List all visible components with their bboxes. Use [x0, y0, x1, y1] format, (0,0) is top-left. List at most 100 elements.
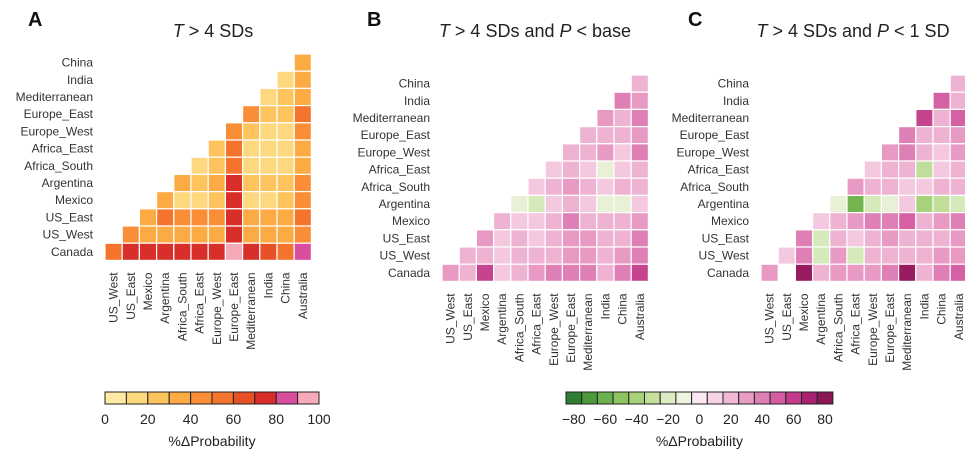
- colorbar-label: %ΔProbability: [656, 433, 743, 449]
- heatmap-cell: [949, 194, 965, 214]
- heatmap-cell: [915, 229, 934, 248]
- heatmap-cell: [897, 160, 917, 179]
- col-label: Africa_East: [193, 272, 207, 334]
- heatmap-cell: [578, 229, 598, 248]
- heatmap-cell: [897, 177, 917, 196]
- heatmap-cell: [794, 229, 814, 248]
- heatmap-cell: [259, 173, 278, 193]
- heatmap-cell: [190, 208, 209, 227]
- heatmap-cell: [224, 208, 244, 227]
- heatmap-cell: [475, 229, 495, 248]
- heatmap-cell: [527, 229, 546, 248]
- heatmap-cell: [224, 191, 244, 210]
- colorbar-tick: 80: [817, 411, 833, 427]
- heatmap-cell: [561, 263, 581, 283]
- col-label: Mediterranean: [244, 272, 258, 349]
- heatmap-cell: [932, 194, 951, 214]
- heatmap-cell: [863, 246, 883, 265]
- colorbar-tick: −60: [593, 411, 617, 427]
- heatmap-cell: [863, 263, 883, 283]
- row-label: India: [67, 73, 93, 87]
- col-label: Africa_South: [512, 293, 526, 362]
- heatmap-cell: [276, 173, 295, 193]
- heatmap-cell: [156, 191, 175, 210]
- heatmap-cell: [561, 246, 581, 265]
- colorbar-label: %ΔProbability: [168, 433, 255, 449]
- heatmap-cell: [510, 212, 529, 231]
- heatmap-cell: [475, 263, 495, 283]
- heatmap-cell: [293, 156, 313, 175]
- heatmap-cell: [259, 104, 278, 124]
- heatmap-cell: [846, 212, 865, 231]
- col-label: Europe_East: [564, 293, 578, 363]
- colorbar-swatch: [644, 391, 661, 405]
- heatmap-cell: [527, 194, 546, 214]
- heatmap-cell: [293, 208, 313, 227]
- heatmap-cell: [630, 229, 650, 248]
- col-label: Africa_South: [175, 272, 189, 341]
- col-label: Europe_East: [227, 272, 241, 342]
- heatmap-cell: [880, 143, 900, 162]
- colorbar-tick: 20: [140, 411, 156, 427]
- heatmap-cell: [846, 229, 865, 248]
- heatmap-cell: [630, 263, 650, 283]
- heatmap-cell: [915, 143, 934, 162]
- heatmap-cell: [949, 108, 965, 128]
- heatmap-cell: [578, 194, 598, 214]
- colorbar-swatch: [168, 391, 192, 405]
- row-label: Africa_East: [32, 142, 94, 156]
- colorbar-swatch: [581, 391, 598, 405]
- row-label: US_East: [383, 231, 431, 245]
- heatmap-cell: [138, 242, 158, 261]
- heatmap-cell: [578, 177, 598, 196]
- heatmap-cell: [949, 263, 965, 283]
- heatmap-cell: [915, 194, 934, 214]
- colorbar-tick: −20: [656, 411, 680, 427]
- heatmap-cell: [777, 246, 797, 265]
- colorbar-swatch: [722, 391, 740, 405]
- heatmap-cell: [613, 108, 632, 128]
- colorbar-swatch: [190, 391, 213, 405]
- heatmap-cell: [510, 194, 529, 214]
- heatmap-cell: [224, 139, 244, 158]
- heatmap-cell: [811, 229, 831, 248]
- heatmap-cell: [630, 108, 650, 128]
- heatmap-cell: [880, 229, 900, 248]
- heatmap-cell: [613, 229, 632, 248]
- heatmap-cell: [242, 225, 261, 244]
- heatmap-cell: [863, 212, 883, 231]
- heatmap-cell: [578, 160, 598, 179]
- row-label: US_East: [702, 231, 750, 245]
- heatmap-cell: [544, 194, 564, 214]
- row-label: Europe_East: [24, 107, 94, 121]
- heatmap-cell: [224, 242, 244, 261]
- colorbar-swatch: [659, 391, 677, 405]
- heatmap-cell: [596, 160, 615, 179]
- heatmap-cell: [794, 246, 814, 265]
- colorbar-swatch: [628, 391, 645, 405]
- heatmap-cell: [207, 173, 226, 193]
- heatmap-cell: [293, 225, 313, 244]
- col-label: Argentina: [814, 293, 828, 345]
- heatmap-cell: [578, 263, 598, 283]
- row-label: US_West: [380, 249, 431, 263]
- heatmap-cell: [527, 177, 546, 196]
- heatmap-cell: [293, 173, 313, 193]
- colorbar-swatch: [275, 391, 299, 405]
- heatmap-cell: [932, 160, 951, 179]
- heatmap-cell: [561, 160, 581, 179]
- heatmap-cell: [596, 177, 615, 196]
- heatmap-cell: [613, 143, 632, 162]
- heatmap-cell: [596, 212, 615, 231]
- col-label: Mexico: [141, 272, 155, 310]
- heatmap-cell: [259, 87, 278, 107]
- panel-title: T > 4 SDs and P < base: [439, 21, 631, 41]
- colorbar-tick: 100: [307, 411, 331, 427]
- heatmap-cell: [207, 191, 226, 210]
- row-label: Mexico: [55, 193, 93, 207]
- heatmap-cell: [561, 194, 581, 214]
- heatmap-cell: [276, 242, 295, 261]
- heatmap-cell: [863, 160, 883, 179]
- col-label: Australia: [952, 293, 965, 340]
- heatmap-cell: [156, 242, 175, 261]
